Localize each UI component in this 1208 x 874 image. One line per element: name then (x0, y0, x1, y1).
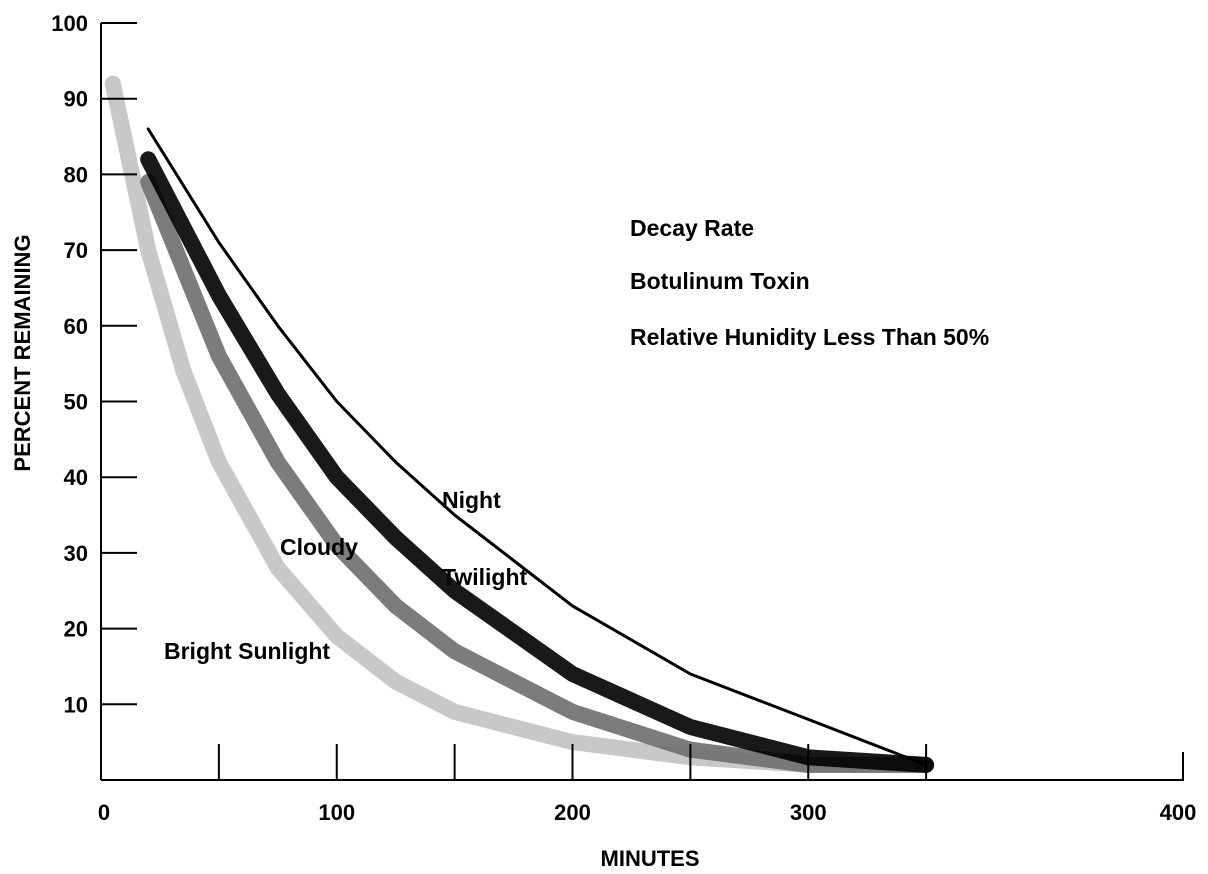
y-tick-label-20: 20 (64, 617, 88, 642)
series-night (146, 127, 928, 767)
x-tick-label-200: 200 (554, 800, 591, 825)
series-twilight (140, 151, 935, 773)
y-tick-label-60: 60 (64, 314, 88, 339)
series-label-bright-sunlight: Bright Sunlight (164, 638, 330, 664)
axis-layer (100, 22, 1184, 781)
x-tick-label-0: 0 (98, 800, 110, 825)
y-tick-label-100: 100 (51, 11, 88, 36)
tick-label-layer: 10 20 30 40 50 60 70 80 90 100 0 100 200 300 400 (51, 11, 1196, 825)
series-label-night: Night (442, 487, 501, 513)
y-tick-label-50: 50 (64, 390, 88, 415)
y-tick-label-30: 30 (64, 541, 88, 566)
annotation-relative-humidity: Relative Hunidity Less Than 50% (630, 324, 989, 350)
y-axis-title: PERCENT REMAINING (10, 234, 35, 471)
y-tick-label-40: 40 (64, 465, 88, 490)
x-axis-title: MINUTES (601, 846, 700, 871)
x-tick-label-300: 300 (790, 800, 827, 825)
y-tick-label-10: 10 (64, 692, 88, 717)
y-tick-label-90: 90 (64, 87, 88, 112)
series-label-twilight: Twilight (442, 564, 528, 590)
x-tick-label-100: 100 (318, 800, 355, 825)
series-cloudy (140, 174, 935, 773)
series-label-cloudy: Cloudy (280, 534, 358, 560)
annotation-decay-rate: Decay Rate (630, 215, 754, 241)
y-tick-label-80: 80 (64, 162, 88, 187)
x-tick-label-400: 400 (1160, 800, 1197, 825)
annotation-botulinum-toxin: Botulinum Toxin (630, 268, 810, 294)
band-layer (104, 75, 935, 773)
y-tick-label-70: 70 (64, 238, 88, 263)
